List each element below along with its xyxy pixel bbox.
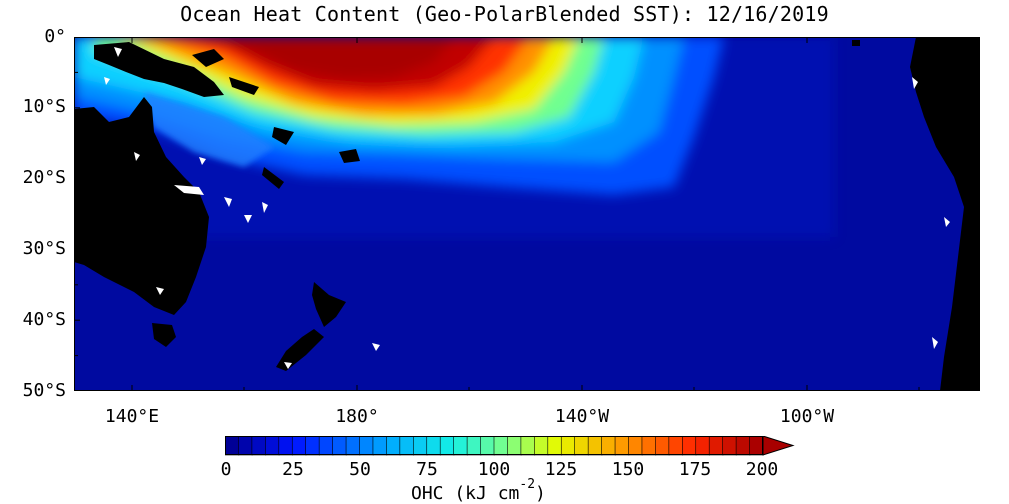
colorbar-tick-75: 75 <box>416 459 438 480</box>
colorbar-label-main: OHC (kJ cm <box>411 483 520 504</box>
colorbar-cell <box>466 436 482 456</box>
colorbar-tick-100: 100 <box>477 459 511 480</box>
colorbar-cell <box>251 436 267 456</box>
colorbar-tick-25: 25 <box>282 459 304 480</box>
colorbar-cell <box>668 436 684 456</box>
colorbar-cell <box>238 436 253 456</box>
colorbar-cell <box>386 436 401 456</box>
colorbar-cell <box>534 436 549 456</box>
colorbar-cell <box>305 436 320 456</box>
missing-data <box>104 47 950 369</box>
colorbar-label: OHC (kJ cm-2) <box>411 477 546 504</box>
colorbar-cell <box>681 436 697 456</box>
lon-label-100w: 100°W <box>779 406 835 427</box>
colorbar-cell <box>332 436 347 456</box>
warm-pool <box>74 37 724 195</box>
colorbar-label-close: ) <box>535 483 546 504</box>
colorbar-tick-50: 50 <box>349 459 371 480</box>
colorbar-cell <box>520 436 536 456</box>
colorbar-tick-0: 0 <box>220 459 232 480</box>
colorbar-frame <box>225 436 763 455</box>
land <box>74 37 980 391</box>
colorbar-label-exponent: -2 <box>519 477 536 492</box>
colorbar-cell <box>507 436 522 456</box>
colorbar-cell <box>641 436 657 456</box>
new-zealand-north <box>312 282 346 327</box>
new-guinea <box>94 42 224 97</box>
colorbar-cell <box>480 436 495 456</box>
lon-label-180: 180° <box>335 406 379 427</box>
colorbar-cell <box>587 436 603 456</box>
lat-label-0: 0° <box>44 26 66 47</box>
colorbar-cell <box>749 436 764 456</box>
colorbar-cell <box>439 436 455 456</box>
colorbar-cell <box>345 436 361 456</box>
colorbar-cell <box>318 436 334 456</box>
colorbar-cell <box>628 436 643 456</box>
colorbar-cell <box>560 436 576 456</box>
colorbar-cell <box>601 436 616 456</box>
map-svg <box>74 37 980 391</box>
colorbar-cell <box>291 436 307 456</box>
colorbar-cell <box>399 436 415 456</box>
tasmania <box>152 323 176 347</box>
colorbar-cell <box>265 436 280 456</box>
colorbar-tick-125: 125 <box>544 459 578 480</box>
colorbar-tick-150: 150 <box>611 459 645 480</box>
south-america <box>910 37 980 391</box>
colorbar-tick-200: 200 <box>745 459 779 480</box>
colorbar <box>225 436 795 456</box>
colorbar-cell <box>614 436 630 456</box>
colorbar-cell <box>426 436 441 456</box>
colorbar-tick-175: 175 <box>678 459 712 480</box>
ocean-heat-map <box>74 37 980 391</box>
lon-label-140e: 140°E <box>104 406 160 427</box>
map-ticks <box>74 37 980 391</box>
colorbar-cells <box>225 436 764 456</box>
colorbar-cell <box>359 436 374 456</box>
australia <box>74 97 209 315</box>
new-zealand-south <box>276 329 324 371</box>
coral-sea-fringe <box>144 92 274 167</box>
lat-label-10s: 10°S <box>22 96 66 117</box>
colorbar-cell <box>722 436 737 456</box>
lat-label-20s: 20°S <box>22 167 66 188</box>
colorbar-cell <box>655 436 670 456</box>
colorbar-cell <box>372 436 388 456</box>
colorbar-cell <box>574 436 589 456</box>
colorbar-cell <box>278 436 294 456</box>
colorbar-extend-arrow <box>762 436 795 456</box>
colorbar-cell <box>695 436 710 456</box>
lat-label-40s: 40°S <box>22 309 66 330</box>
lat-label-50s: 50°S <box>22 380 66 401</box>
colorbar-cell <box>708 436 724 456</box>
colorbar-cell <box>547 436 563 456</box>
colorbar-cell <box>413 436 428 456</box>
map-title: Ocean Heat Content (Geo-PolarBlended SST… <box>180 2 829 26</box>
colorbar-cell <box>735 436 751 456</box>
colorbar-cell <box>453 436 468 456</box>
colorbar-cell <box>493 436 509 456</box>
lat-label-30s: 30°S <box>22 238 66 259</box>
colorbar-cell <box>225 436 240 456</box>
lon-label-140w: 140°W <box>554 406 610 427</box>
